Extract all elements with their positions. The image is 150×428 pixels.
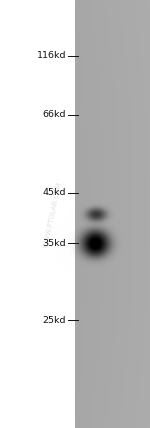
Text: 45kd: 45kd [42,188,66,197]
Text: 25kd: 25kd [42,315,66,325]
Text: 66kd: 66kd [42,110,66,119]
Text: 116kd: 116kd [36,51,66,60]
Text: 35kd: 35kd [42,238,66,248]
Text: WWW.PTGLAB.COM: WWW.PTGLAB.COM [42,180,63,248]
